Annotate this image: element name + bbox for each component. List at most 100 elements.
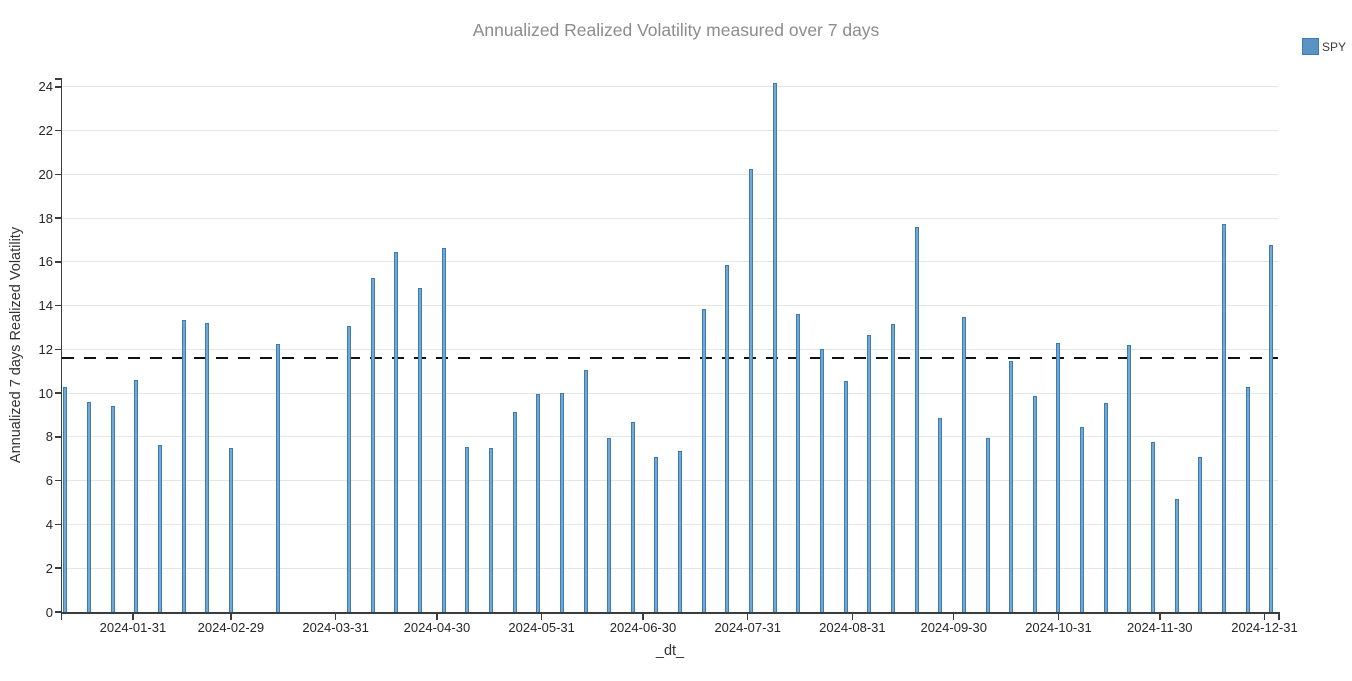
mean-dashed-line (62, 357, 1278, 360)
volatility-bar (1080, 427, 1085, 612)
volatility-bar (465, 446, 470, 612)
y-tick-mark (54, 217, 61, 219)
volatility-bar (1032, 396, 1037, 612)
volatility-bar (867, 335, 872, 612)
legend: SPY (1302, 38, 1346, 55)
y-tick-mark (54, 392, 61, 394)
volatility-bar (276, 343, 281, 612)
volatility-bar (441, 247, 446, 612)
volatility-bar (157, 444, 162, 612)
volatility-bar (961, 316, 966, 612)
x-tick-label: 2024-02-29 (197, 620, 265, 635)
x-tick-label: 2024-04-30 (403, 620, 471, 635)
volatility-bar (630, 421, 635, 612)
x-tick-label: 2024-06-30 (609, 620, 677, 635)
y-tick-label: 24 (38, 79, 53, 95)
x-tick-label: 2024-11-30 (1126, 620, 1193, 635)
gridline (62, 480, 1278, 482)
x-axis-end-cap (1278, 613, 1280, 620)
volatility-bar (512, 411, 517, 612)
gridline (62, 261, 1278, 263)
volatility-bar (559, 393, 564, 612)
x-tick-mark (132, 613, 134, 620)
volatility-bar (772, 83, 777, 612)
volatility-bar (583, 370, 588, 612)
y-tick-mark (54, 261, 61, 263)
volatility-bar (725, 265, 730, 612)
x-tick-mark (1263, 613, 1266, 620)
volatility-bar (701, 308, 706, 612)
y-tick-mark (54, 129, 61, 132)
volatility-bar (1127, 345, 1132, 612)
gridline (62, 305, 1278, 307)
volatility-bar (938, 418, 943, 612)
y-axis-end-cap (54, 78, 61, 80)
volatility-bar (820, 349, 824, 612)
x-tick-mark (1159, 613, 1161, 620)
x-axis-start-cap (60, 613, 62, 620)
y-axis-line (60, 78, 62, 614)
volatility-bar (843, 381, 848, 612)
volatility-bar (890, 324, 895, 612)
volatility-bar (110, 406, 115, 612)
volatility-bar (607, 438, 612, 612)
volatility-bar (87, 401, 92, 612)
legend-swatch-icon (1302, 38, 1319, 55)
volatility-bar (1245, 386, 1250, 612)
volatility-bar (1151, 442, 1156, 612)
gridline (62, 348, 1278, 350)
volatility-bar (536, 394, 541, 612)
y-tick-mark (54, 523, 61, 526)
x-tick-label: 2024-05-31 (508, 620, 575, 635)
volatility-bar (228, 447, 233, 612)
gridline (62, 173, 1278, 175)
volatility-bar (1198, 456, 1203, 612)
volatility-bar (1269, 245, 1274, 612)
x-tick-mark (1057, 613, 1060, 620)
gridline (62, 567, 1278, 569)
volatility-bar (749, 168, 754, 612)
gridline (62, 217, 1278, 219)
y-tick-mark (54, 611, 61, 613)
volatility-bar (914, 226, 919, 612)
y-tick-mark (54, 479, 61, 482)
volatility-bar (394, 251, 399, 612)
y-tick-label: 0 (45, 604, 53, 620)
volatility-bar (1221, 223, 1226, 612)
volatility-bar (370, 278, 375, 612)
x-tick-mark (642, 613, 644, 620)
y-tick-label: 2 (45, 560, 53, 576)
x-tick-label: 2024-09-30 (920, 620, 987, 635)
y-tick-mark (54, 304, 61, 307)
x-tick-mark (436, 613, 438, 620)
y-tick-label: 20 (38, 166, 53, 182)
volatility-bar (654, 456, 659, 612)
x-tick-label: 2024-12-31 (1231, 620, 1298, 635)
volatility-bar (347, 326, 352, 612)
y-tick-mark (54, 436, 61, 438)
x-tick-mark (851, 613, 854, 620)
x-tick-mark (334, 613, 337, 620)
x-tick-mark (952, 613, 955, 620)
volatility-bar (985, 438, 990, 612)
volatility-bar (1174, 499, 1179, 612)
volatility-bar (1056, 342, 1061, 612)
y-tick-mark (54, 86, 61, 88)
x-tick-mark (540, 613, 543, 620)
chart-title: Annualized Realized Volatility measured … (472, 20, 880, 40)
volatility-bar (1103, 402, 1108, 612)
y-tick-mark (54, 567, 61, 569)
x-tick-label: 2024-10-31 (1025, 620, 1092, 635)
y-tick-label: 16 (38, 254, 53, 270)
gridline (62, 130, 1278, 132)
x-tick-label: 2024-01-31 (99, 620, 167, 635)
x-tick-label: 2024-03-31 (302, 620, 369, 635)
volatility-bar (418, 288, 423, 612)
y-tick-label: 4 (45, 516, 53, 532)
legend-label: SPY (1322, 39, 1347, 54)
y-tick-label: 10 (38, 385, 53, 401)
y-tick-label: 8 (45, 429, 53, 445)
gridline (62, 436, 1278, 438)
volatility-bar (796, 314, 801, 612)
volatility-bar (678, 451, 683, 612)
